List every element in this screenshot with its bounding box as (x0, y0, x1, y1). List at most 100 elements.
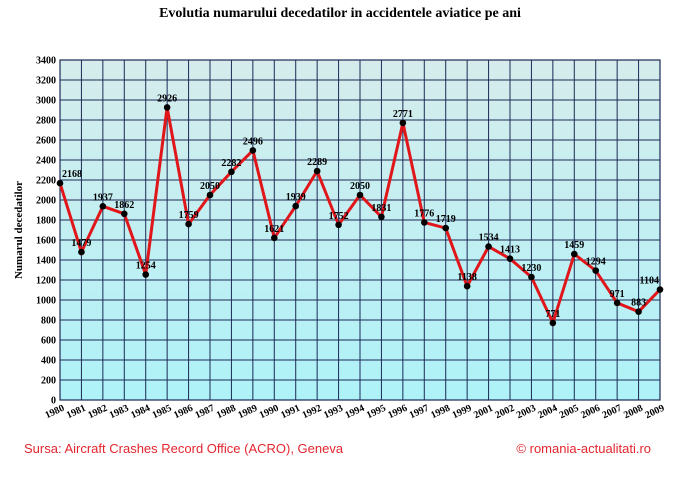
y-tick-label: 1000 (36, 296, 56, 307)
data-point (249, 147, 257, 154)
x-tick-label: 1995 (365, 403, 388, 421)
data-point (613, 299, 621, 307)
y-tick-label: 2200 (36, 176, 56, 187)
data-label: 1413 (500, 245, 520, 256)
data-label: 1254 (136, 261, 156, 272)
data-point (120, 210, 128, 218)
data-point (163, 104, 171, 111)
x-tick-label: 2003 (515, 403, 538, 421)
source-note: Sursa: Aircraft Crashes Record Office (A… (24, 441, 344, 456)
y-tick-label: 800 (41, 316, 56, 327)
x-tick-label: 2001 (472, 403, 495, 421)
data-label: 2050 (350, 181, 370, 192)
x-tick-label: 1999 (451, 403, 474, 421)
data-label: 771 (545, 309, 560, 320)
data-point (292, 202, 300, 210)
data-point (420, 219, 428, 226)
data-label: 1459 (564, 240, 584, 251)
data-point (356, 191, 364, 199)
data-points (56, 104, 664, 327)
y-tick-label: 3000 (36, 96, 56, 107)
x-tick-label: 1993 (322, 403, 345, 421)
x-tick-label: 1984 (129, 403, 152, 421)
y-axis-ticks: 0 200 400 600 800 1000 1200 1400 1600 1800 2000 220… (36, 56, 56, 407)
credit-note: © romania-actualitati.ro (516, 441, 651, 456)
grid (59, 59, 661, 401)
y-tick-label: 1200 (36, 276, 56, 287)
data-point (549, 319, 557, 327)
x-tick-label: 1990 (258, 403, 281, 421)
x-tick-label: 1988 (215, 403, 238, 421)
data-label: 2282 (221, 158, 241, 169)
data-point (142, 271, 150, 278)
x-tick-label: 1983 (108, 403, 131, 421)
data-point (335, 221, 342, 229)
data-label: 2050 (200, 181, 220, 192)
y-tick-label: 2000 (36, 196, 56, 207)
data-point (399, 119, 407, 127)
data-label: 1831 (371, 203, 391, 214)
data-point (206, 191, 214, 199)
x-tick-label: 1992 (301, 403, 324, 421)
data-label: 1479 (71, 238, 91, 249)
data-point (228, 168, 235, 176)
data-label: 1752 (329, 211, 349, 222)
data-point (592, 267, 600, 274)
data-label: 1937 (93, 192, 113, 203)
x-tick-label: 1998 (429, 403, 452, 421)
data-label: 1621 (264, 224, 284, 235)
y-tick-label: 3400 (36, 56, 56, 67)
data-label: 1138 (457, 272, 476, 283)
data-label: 1230 (521, 263, 541, 274)
x-tick-label: 1985 (151, 403, 174, 421)
x-tick-label: 1989 (236, 403, 259, 421)
plot-border (59, 59, 661, 401)
data-point (528, 273, 535, 281)
data-point (270, 234, 278, 242)
x-axis-ticks: 1980198119821983198419851986198719881989… (43, 403, 666, 421)
data-label: 1294 (586, 257, 606, 268)
data-point (78, 248, 85, 256)
data-point (635, 308, 642, 316)
data-point (56, 179, 64, 187)
data-label: 883 (631, 298, 646, 309)
x-tick-label: 2009 (643, 403, 666, 421)
y-tick-label: 400 (41, 356, 56, 367)
data-label: 1104 (640, 276, 659, 287)
y-tick-label: 2800 (36, 116, 56, 127)
data-point (99, 203, 107, 210)
data-point (570, 250, 578, 258)
x-tick-label: 2002 (493, 403, 516, 421)
data-point (378, 213, 385, 221)
data-point (656, 286, 664, 293)
data-label: 2168 (62, 169, 82, 180)
y-tick-label: 600 (41, 336, 56, 347)
data-label: 2926 (157, 93, 177, 104)
x-tick-label: 1986 (172, 403, 195, 421)
data-label: 1862 (114, 200, 134, 211)
x-tick-label: 1991 (279, 403, 302, 421)
y-tick-label: 0 (51, 396, 56, 407)
y-tick-label: 1600 (36, 236, 56, 247)
data-label: 1719 (436, 214, 456, 225)
data-label: 1776 (414, 208, 434, 219)
data-point (442, 224, 450, 232)
data-point (485, 243, 492, 250)
data-point (506, 255, 514, 262)
x-tick-label: 2006 (579, 403, 602, 421)
data-label: 2771 (393, 109, 413, 120)
y-tick-label: 2400 (36, 156, 56, 167)
x-tick-label: 1994 (343, 403, 366, 421)
data-label: 2496 (243, 136, 263, 147)
data-point (313, 167, 321, 175)
x-tick-label: 1997 (408, 403, 431, 421)
x-tick-label: 1982 (86, 403, 109, 421)
x-tick-label: 2004 (536, 403, 559, 421)
x-axis-label: An (353, 428, 367, 430)
y-tick-label: 3200 (36, 76, 56, 87)
data-label: 971 (610, 289, 625, 300)
x-tick-label: 2008 (622, 403, 645, 421)
chart-title: Evolutia numarului decedatilor in accide… (159, 6, 521, 21)
data-point (185, 220, 192, 228)
